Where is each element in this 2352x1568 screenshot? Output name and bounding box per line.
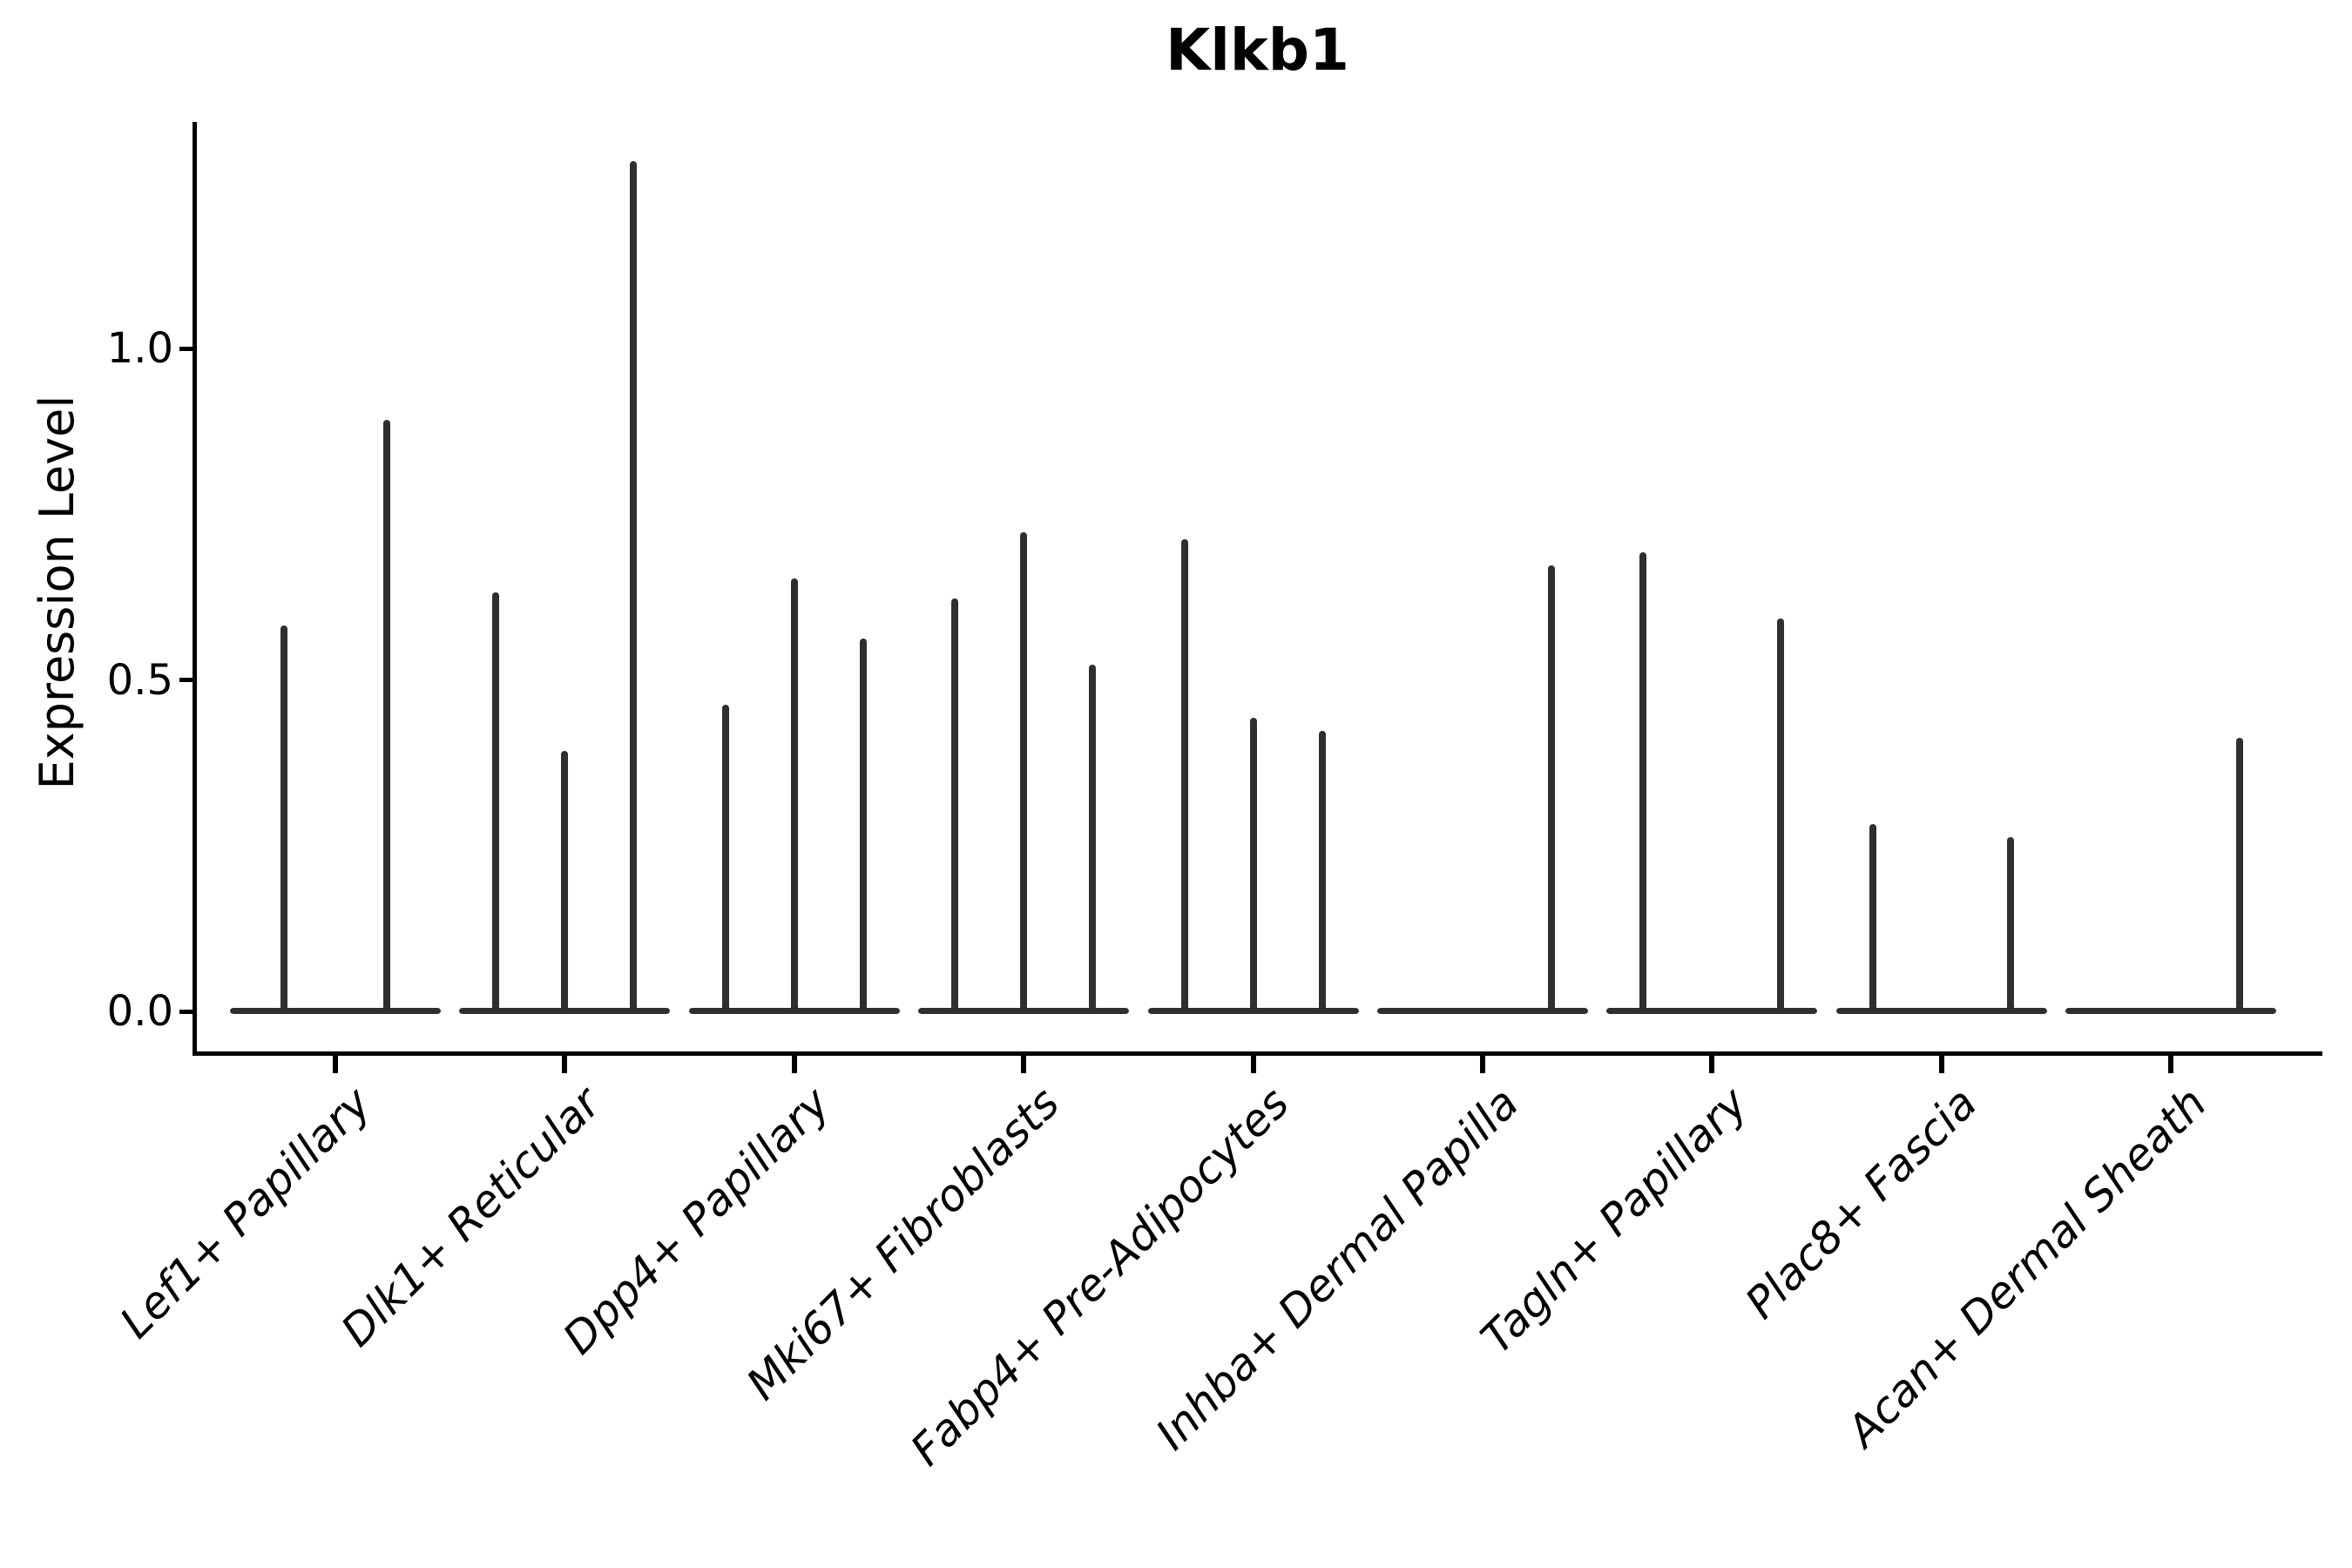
violin-base <box>1835 1008 2047 1014</box>
x-tick-label: Lef1+ Papillary <box>110 1078 382 1348</box>
violin-spike <box>630 160 638 1014</box>
x-tick <box>1021 1056 1027 1073</box>
violin-base <box>1606 1008 1818 1014</box>
x-tick <box>333 1056 338 1073</box>
x-tick <box>791 1056 797 1073</box>
y-axis-label: Expression Level <box>30 395 84 790</box>
x-axis-spine <box>193 1051 2322 1056</box>
y-tick-label: 0.0 <box>106 987 173 1036</box>
violin-spike <box>383 419 391 1014</box>
violin-spike <box>2236 737 2243 1014</box>
y-tick-label: 0.5 <box>106 655 173 705</box>
violin-spike <box>1777 618 1785 1014</box>
x-tick <box>1709 1056 1715 1073</box>
violin-base <box>230 1008 441 1014</box>
x-tick <box>2168 1056 2173 1073</box>
x-tick-label: Fabp4+ Pre-Adipocytes <box>901 1078 1299 1476</box>
x-tick <box>562 1056 568 1073</box>
x-tick <box>1938 1056 1944 1073</box>
y-tick <box>179 678 193 682</box>
violin-spike <box>1318 731 1326 1014</box>
violin-spike <box>859 638 867 1014</box>
violin-spike <box>1547 565 1555 1014</box>
x-tick-label: Dlk1+ Reticular <box>331 1078 611 1356</box>
violin-spike <box>1020 532 1028 1014</box>
x-tick <box>1479 1056 1485 1073</box>
violin-spike <box>1869 823 1876 1014</box>
violin-spike <box>1639 551 1647 1014</box>
x-tick-label: Plac8+ Fascia <box>1735 1078 1987 1329</box>
violin-spike <box>492 591 500 1014</box>
violin-base <box>1376 1008 1588 1014</box>
violin-spike <box>561 751 569 1014</box>
violin-spike <box>1089 665 1097 1014</box>
violin-spike <box>2006 837 2014 1014</box>
y-tick <box>179 346 193 351</box>
y-tick <box>179 1009 193 1014</box>
y-axis-spine <box>193 122 197 1056</box>
violin-spike <box>951 598 959 1014</box>
violin-base <box>2065 1008 2276 1014</box>
violin-spike <box>1180 538 1188 1014</box>
violin-spike <box>280 625 287 1014</box>
x-tick <box>1250 1056 1256 1073</box>
y-tick-label: 1.0 <box>106 324 173 373</box>
chart-title: Klkb1 <box>1166 17 1349 84</box>
violin-spike <box>1249 718 1257 1014</box>
violin-spike <box>721 704 729 1014</box>
violin-spike <box>790 578 798 1014</box>
